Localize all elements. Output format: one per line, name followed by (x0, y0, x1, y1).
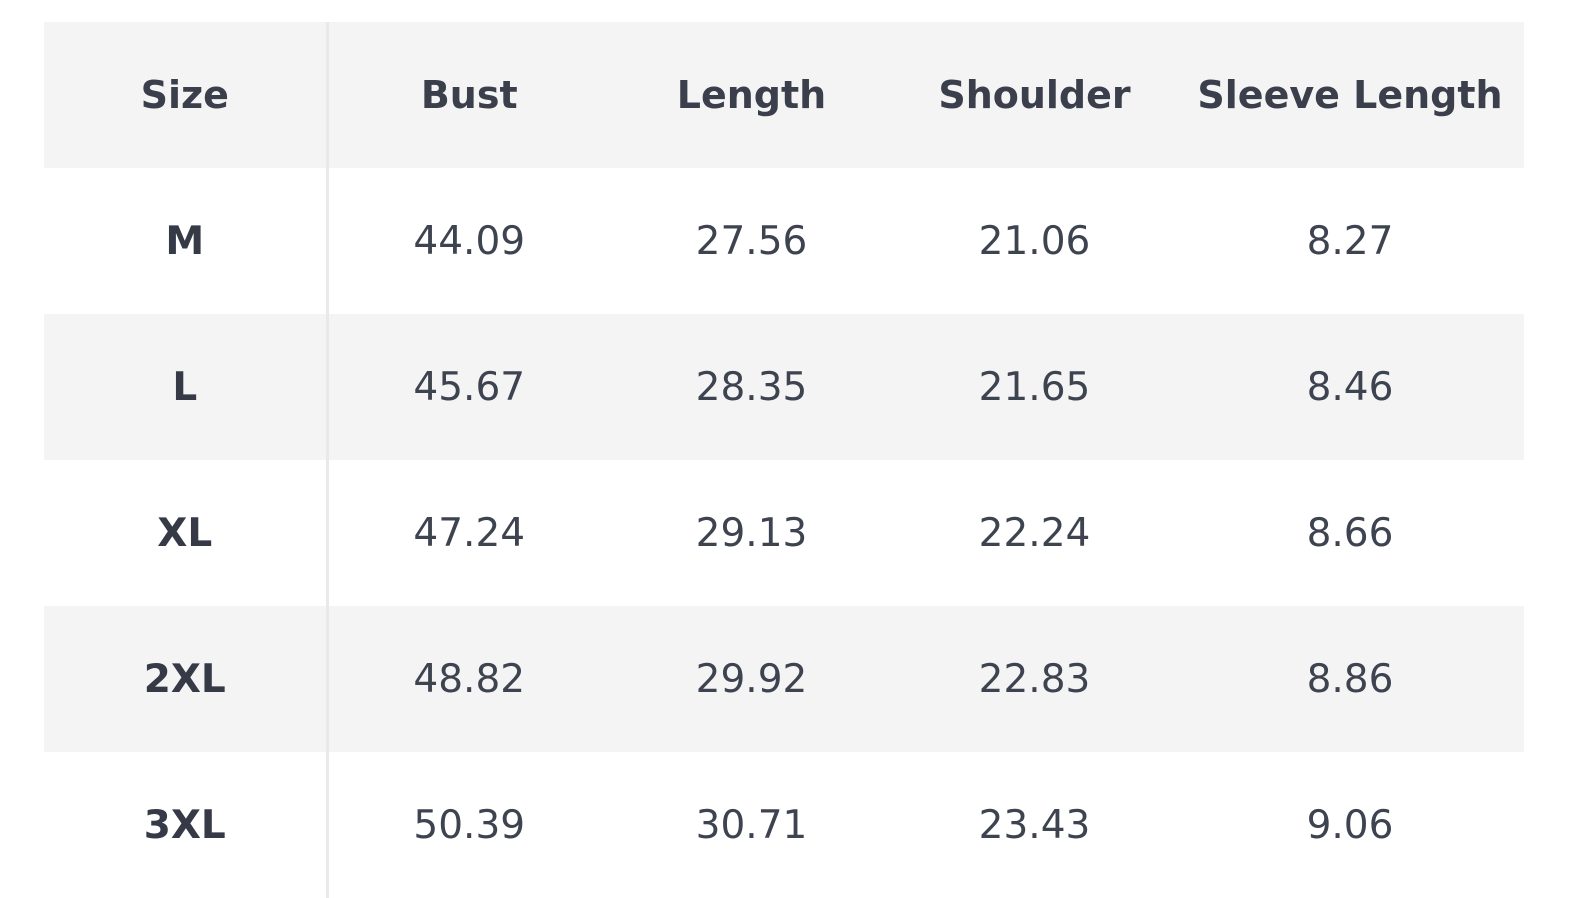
size-cell: M (44, 168, 329, 314)
size-cell: 2XL (44, 606, 329, 752)
bust-cell: 45.67 (413, 364, 526, 410)
size-cell: L (44, 314, 329, 460)
header-size: Size (44, 22, 329, 168)
bust-cell: 48.82 (413, 656, 526, 702)
length-cell: 28.35 (695, 364, 808, 410)
shoulder-cell: 22.24 (978, 510, 1091, 556)
sleeve-length-cell: 8.86 (1306, 656, 1394, 702)
size-cell: 3XL (44, 752, 329, 898)
table-row: 3XL 50.39 30.71 23.43 9.06 (44, 752, 1524, 898)
sleeve-length-cell: 8.66 (1306, 510, 1394, 556)
shoulder-cell: 21.65 (978, 364, 1091, 410)
table-row: L 45.67 28.35 21.65 8.46 (44, 314, 1524, 460)
size-cell: XL (44, 460, 329, 606)
table-row: 2XL 48.82 29.92 22.83 8.86 (44, 606, 1524, 752)
bust-cell: 50.39 (413, 802, 526, 848)
size-chart-table: Size Bust Length Shoulder Sleeve Length … (44, 22, 1526, 898)
length-cell: 27.56 (695, 218, 808, 264)
bust-cell: 47.24 (413, 510, 526, 556)
bust-cell: 44.09 (413, 218, 526, 264)
header-shoulder: Shoulder (938, 73, 1131, 117)
sleeve-length-cell: 8.27 (1306, 218, 1394, 264)
shoulder-cell: 21.06 (978, 218, 1091, 264)
shoulder-cell: 22.83 (978, 656, 1091, 702)
table-header: Size Bust Length Shoulder Sleeve Length (44, 22, 1524, 168)
sleeve-length-cell: 9.06 (1306, 802, 1394, 848)
header-bust: Bust (420, 73, 518, 117)
table-row: XL 47.24 29.13 22.24 8.66 (44, 460, 1524, 606)
table-row: M 44.09 27.56 21.06 8.27 (44, 168, 1524, 314)
shoulder-cell: 23.43 (978, 802, 1091, 848)
length-cell: 30.71 (695, 802, 808, 848)
sleeve-length-cell: 8.46 (1306, 364, 1394, 410)
header-sleeve-length: Sleeve Length (1197, 73, 1503, 117)
table-body: M 44.09 27.56 21.06 8.27 L 45.67 28.35 2… (44, 168, 1524, 898)
length-cell: 29.13 (695, 510, 808, 556)
header-row: Size Bust Length Shoulder Sleeve Length (44, 22, 1524, 168)
length-cell: 29.92 (695, 656, 808, 702)
header-length: Length (676, 73, 827, 117)
